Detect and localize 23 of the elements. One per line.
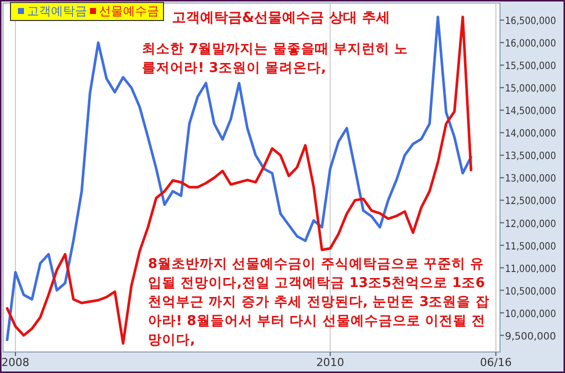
- legend-label: 고객예탁금: [27, 4, 87, 18]
- y-tick-label: 9,500,000: [505, 331, 556, 342]
- y-tick-label: 13,000,000: [505, 174, 562, 185]
- x-tick-label: 2010: [316, 356, 344, 369]
- y-tick-label: 12,500,000: [505, 196, 562, 208]
- y-tick-label: 12,000,000: [505, 218, 562, 230]
- y-tick-label: 16,500,000: [505, 16, 562, 28]
- annotation: 최소한 7월말까지는 물좋을때 부지런히 노를저어라! 3조원이 몰려온다,: [142, 40, 410, 78]
- y-tick-label: 16,000,000: [505, 38, 562, 50]
- y-tick-label: 15,000,000: [505, 84, 562, 95]
- y-tick-label: 11,500,000: [505, 241, 562, 252]
- y-tick-label: 10,000,000: [505, 308, 562, 320]
- annotation: 8월초반까지 선물예수금이 주식예탁금으로 꾸준히 유입될 전망이다,전일 고객예탁금 13조5천억으로 1조6천억부근 까지 증가 추세 전망된다, 눈먼돈 3조원을 잡아라! 8월들어서 부터 다시 선물예수금으로 이전될 전망이다,: [148, 255, 490, 350]
- y-tick-label: 15,500,000: [505, 61, 562, 72]
- y-tick-label: 14,500,000: [505, 106, 562, 118]
- legend-label: 선물예수금: [99, 4, 159, 18]
- y-tick-label: 13,500,000: [505, 151, 562, 162]
- x-tick-label: 06/16: [480, 356, 512, 369]
- text: 고객예탁금&선물예수금 상대 추세: [172, 9, 390, 27]
- y-tick-label: 11,000,000: [505, 264, 562, 275]
- y-tick-label: 14,000,000: [505, 128, 562, 140]
- y-tick-label: 10,500,000: [505, 286, 562, 298]
- x-tick-label: 2008: [1, 356, 30, 369]
